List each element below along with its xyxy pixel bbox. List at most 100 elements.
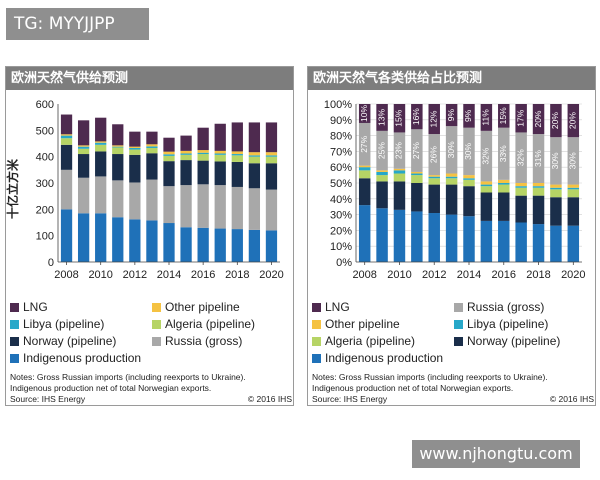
legend-swatch [312,337,321,346]
bar-libya-pipeline [532,186,545,188]
legend-swatch [312,303,321,312]
bar-lng [358,104,371,123]
bar-libya-pipeline [231,154,243,156]
bar-libya-pipeline [163,154,175,156]
bar-norway-pipeline [214,161,226,186]
notes-line: Notes: Gross Russian imports (including … [312,372,548,382]
y-tick-label: 30% [330,210,352,222]
data-label: 20% [533,110,543,127]
bar-norway-pipeline [248,163,261,189]
legend-label: Libya (pipeline) [467,317,549,331]
bar-algeria-pipeline [197,154,209,161]
legend-item-algeria-pipeline: Algeria (pipeline) [312,333,415,349]
legend-swatch [10,303,19,312]
bar-other-pipeline [550,184,562,188]
bar-norway-pipeline [231,161,243,187]
bar-lng [180,135,192,151]
legend-label: Algeria (pipeline) [325,334,416,348]
data-label: 15% [498,107,508,124]
legend-swatch [152,337,161,346]
bar-other-pipeline [515,183,527,187]
bar-algeria-pipeline [77,148,90,155]
bar-lng [146,131,158,145]
bar-other-pipeline [197,150,209,153]
bar-norway-pipeline [532,195,545,225]
bar-lng [515,104,527,133]
bar-indigenous-production [197,227,209,262]
y-tick-label: 100 [36,231,54,243]
bar-lng [393,104,406,133]
legend-swatch [312,354,321,363]
bar-indigenous-production [129,219,141,262]
bar-norway-pipeline [112,154,124,181]
bar-libya-pipeline [445,176,458,179]
x-tick-label: 2016 [492,269,516,281]
copyright-text: © 2016 IHS [549,394,594,404]
bar-other-pipeline [231,151,243,155]
data-label: 26% [428,146,438,163]
bar-lng [197,127,209,151]
bar-libya-pipeline [214,153,226,155]
legend-label: Indigenous production [325,351,444,365]
bar-algeria-pipeline [180,154,192,161]
x-tick-label: 2012 [422,269,446,281]
legend-item-libya-pipeline: Libya (pipeline) [10,316,104,332]
bar-libya-pipeline [77,146,90,149]
bar-algeria-pipeline [265,156,278,164]
bar-libya-pipeline [411,173,423,176]
x-tick-label: 2014 [157,269,181,281]
bar-algeria-pipeline [112,147,124,155]
data-label: 30% [568,152,578,169]
bar-norway-pipeline [146,153,158,180]
bar-libya-pipeline [463,178,475,180]
bar-other-pipeline [95,141,107,143]
bar-indigenous-production [214,228,226,262]
bar-russia-gross [358,122,371,166]
bar-russia-gross [376,130,388,171]
copyright-text: © 2016 IHS [247,394,292,404]
y-tick-label: 0 [48,257,54,269]
y-tick-label: 50% [330,178,352,190]
bar-russia-gross [248,188,261,230]
bar-algeria-pipeline [393,173,406,182]
source-text: Source: IHS Energy [10,394,86,404]
bar-lng [77,120,90,146]
panel-title: 欧洲天然气供给预测 [6,67,293,90]
bar-algeria-pipeline [550,189,562,198]
panel-title: 欧洲天然气各类供给占比预测 [308,67,595,90]
supply-volume-chart: 0 100 200 300 400 500 600 2008 2010 2012 2014 2016 2… [6,99,284,281]
legend-swatch [10,337,19,346]
bar-russia-gross [411,129,423,172]
bar-indigenous-production [567,225,580,262]
bar-norway-pipeline [163,161,175,187]
bar-other-pipeline [60,134,73,136]
bar-norway-pipeline [358,178,371,206]
bar-libya-pipeline [265,155,278,157]
bar-russia-gross [95,176,107,214]
x-tick-label: 2014 [457,269,481,281]
x-tick-label: 2018 [526,269,550,281]
y-tick-label: 100% [324,99,352,111]
x-tick-label: 2018 [225,269,249,281]
legend-item-lng: LNG [10,299,48,315]
bar-other-pipeline [480,181,493,185]
bar-indigenous-production [532,224,545,262]
legend-label: Other pipeline [325,317,400,331]
bar-indigenous-production [393,209,406,262]
y-tick-label: 0% [336,257,352,269]
bar-algeria-pipeline [146,147,158,154]
bar-other-pipeline [180,150,192,154]
bar-norway-pipeline [445,184,458,215]
bar-indigenous-production [231,229,243,262]
bar-libya-pipeline [180,153,192,155]
bar-lng [498,104,510,128]
bar-russia-gross [60,169,73,210]
bar-lng [95,117,107,142]
bar-indigenous-production [411,211,423,262]
x-tick-label: 2020 [259,269,283,281]
bar-indigenous-production [463,216,475,262]
bar-libya-pipeline [567,187,580,190]
bar-other-pipeline [411,171,423,174]
bar-norway-pipeline [95,151,107,177]
bar-indigenous-production [480,220,493,262]
